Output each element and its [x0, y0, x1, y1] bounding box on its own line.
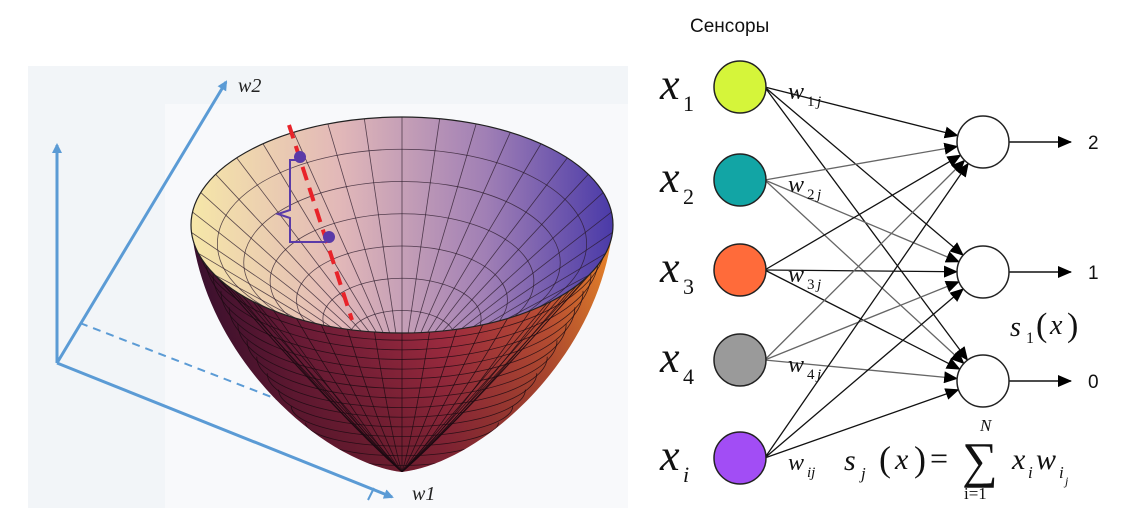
- axis-dashed-guide: [79, 322, 301, 409]
- formula-term-w-subsub: j: [1063, 474, 1069, 488]
- weight-label-subsub: j: [815, 187, 821, 203]
- formula-term-x: x: [1011, 443, 1026, 476]
- weight-label-subsub: j: [815, 94, 821, 110]
- weight-label-sub: 1: [807, 94, 815, 110]
- input-node: [713, 60, 767, 114]
- bowl-outer-grid: [191, 225, 613, 472]
- weight-label-subsub: j: [815, 367, 821, 383]
- bowl-surface: [190, 116, 614, 472]
- formula-lhs-base: s: [844, 444, 856, 477]
- connection-edge: [764, 86, 964, 256]
- axis-tick-w1: [367, 487, 375, 501]
- formula-lower-limit: i=1: [964, 484, 987, 503]
- formula-close-paren: ): [914, 439, 926, 479]
- input-label-var: x: [659, 243, 680, 292]
- input-node: [713, 333, 767, 387]
- s1-label-arg: x: [1049, 310, 1063, 341]
- axis-w2: [55, 80, 228, 364]
- input-labels: x 1x 2x 3x 4x i: [659, 60, 694, 487]
- input-label-sub: 3: [683, 274, 694, 299]
- formula-sum-symbol: ∑: [962, 432, 998, 488]
- input-label-sub: 2: [683, 184, 694, 209]
- input-node: [713, 431, 767, 485]
- formula-term-w: w: [1036, 443, 1056, 476]
- input-label-var: x: [659, 153, 680, 202]
- connection-edge: [764, 154, 962, 271]
- connection-edge: [764, 142, 959, 181]
- s1-label-open-paren: (: [1036, 307, 1047, 344]
- s1-label-close-paren: ): [1067, 307, 1078, 344]
- weight-label-sub: 2: [807, 187, 815, 203]
- connection-edge: [764, 288, 964, 459]
- input-label-sub: 1: [683, 91, 694, 116]
- output-nodes: 2 1 0: [956, 115, 1099, 408]
- output-label: 2: [1088, 133, 1099, 154]
- weight-label-sub: 4: [807, 367, 815, 383]
- formula-open-paren: (: [879, 439, 891, 479]
- gradient-point-lower: [323, 231, 335, 243]
- network-edges: [764, 86, 1072, 459]
- network-diagram: Сенсоры x 1x 2x 3x 4x i w 1 jw 2 jw 3 jw 4 jw ij 210 s…: [659, 16, 1099, 503]
- output-label: 0: [1088, 372, 1099, 393]
- axis-w2-label: w2: [238, 75, 261, 97]
- bowl-rim: [190, 116, 614, 334]
- connection-edge: [764, 359, 959, 384]
- connection-edge: [764, 281, 960, 361]
- output-formula: s j ( x ) = ∑ N i=1 x i w i j: [844, 416, 1069, 503]
- output-label: 1: [1088, 263, 1099, 284]
- weight-label-sub: ij: [807, 465, 815, 481]
- weight-label-base: w: [788, 79, 804, 105]
- connection-edge: [764, 265, 959, 278]
- s1-label-sub: 1: [1026, 330, 1034, 347]
- surface-panel: w2 w1: [28, 66, 628, 508]
- weight-label-base: w: [788, 262, 804, 288]
- weight-label-base: w: [788, 450, 804, 476]
- formula-term-x-sub: i: [1028, 463, 1033, 482]
- axis-w1: [56, 361, 394, 499]
- input-label-var: x: [659, 431, 680, 480]
- formula-arg: x: [894, 443, 909, 476]
- connection-edge: [764, 388, 960, 459]
- gradient-point-upper: [294, 151, 306, 163]
- sensors-title: Сенсоры: [690, 16, 769, 37]
- input-node: [713, 153, 767, 207]
- weight-label-sub: 3: [807, 277, 815, 293]
- connection-edge: [764, 162, 969, 459]
- weight-label-base: w: [788, 172, 804, 198]
- connection-edge: [764, 86, 959, 139]
- weight-labels: w 1 jw 2 jw 3 jw 4 jw ij: [788, 79, 821, 481]
- formula-equals: =: [930, 440, 948, 476]
- input-label-var: x: [659, 333, 680, 382]
- weight-label-base: w: [788, 352, 804, 378]
- formula-lhs-sub: j: [859, 464, 866, 483]
- output-node: [956, 115, 1010, 169]
- gradient-step-bracket: [274, 159, 326, 243]
- connection-edge: [764, 159, 966, 361]
- weight-label-subsub: j: [815, 277, 821, 293]
- connection-edge: [764, 179, 960, 263]
- input-label-sub: 4: [683, 364, 694, 389]
- axis-w1-label: w1: [412, 483, 435, 505]
- connection-edge: [764, 179, 965, 365]
- input-nodes: [713, 60, 767, 485]
- input-label-sub: i: [683, 462, 689, 487]
- s1-label: s 1 ( x ): [1010, 307, 1078, 347]
- input-label-var: x: [659, 60, 680, 109]
- formula-upper-limit: N: [979, 416, 993, 435]
- input-node: [713, 243, 767, 297]
- formula-term-w-sub: i: [1059, 463, 1064, 482]
- output-node: [956, 354, 1010, 408]
- connection-edge: [764, 269, 961, 370]
- output-node: [956, 245, 1010, 299]
- s1-label-base: s: [1010, 312, 1021, 343]
